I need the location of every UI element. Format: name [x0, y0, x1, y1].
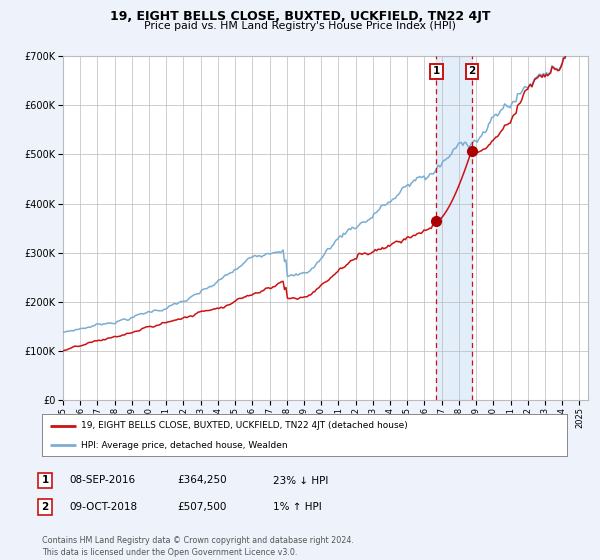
Text: Price paid vs. HM Land Registry's House Price Index (HPI): Price paid vs. HM Land Registry's House …	[144, 21, 456, 31]
Text: 08-SEP-2016: 08-SEP-2016	[69, 475, 135, 486]
Text: 19, EIGHT BELLS CLOSE, BUXTED, UCKFIELD, TN22 4JT: 19, EIGHT BELLS CLOSE, BUXTED, UCKFIELD,…	[110, 10, 490, 23]
Text: 1: 1	[433, 67, 440, 77]
Text: 23% ↓ HPI: 23% ↓ HPI	[273, 475, 328, 486]
Text: 1: 1	[41, 475, 49, 486]
Text: 1% ↑ HPI: 1% ↑ HPI	[273, 502, 322, 512]
Text: 19, EIGHT BELLS CLOSE, BUXTED, UCKFIELD, TN22 4JT (detached house): 19, EIGHT BELLS CLOSE, BUXTED, UCKFIELD,…	[82, 421, 408, 430]
Text: Contains HM Land Registry data © Crown copyright and database right 2024.
This d: Contains HM Land Registry data © Crown c…	[42, 536, 354, 557]
Bar	[436, 56, 472, 400]
Text: HPI: Average price, detached house, Wealden: HPI: Average price, detached house, Weal…	[82, 441, 288, 450]
Text: 2: 2	[469, 67, 476, 77]
Text: £364,250: £364,250	[177, 475, 227, 486]
Text: 2: 2	[41, 502, 49, 512]
Text: £507,500: £507,500	[177, 502, 226, 512]
Text: 09-OCT-2018: 09-OCT-2018	[69, 502, 137, 512]
